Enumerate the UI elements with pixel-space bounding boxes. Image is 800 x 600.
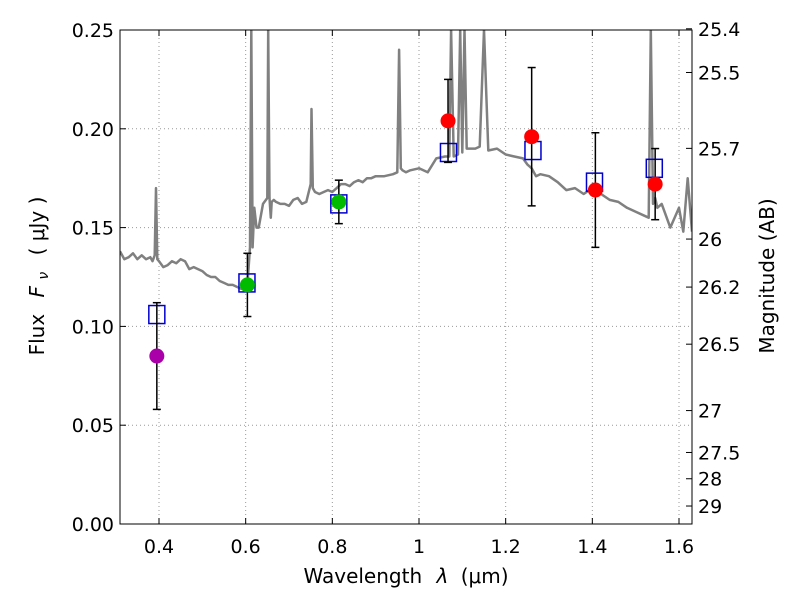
x-tick-label: 0.8: [317, 536, 347, 558]
model-spectrum-layer: [120, 30, 692, 291]
y2-tick-label: 27.5: [698, 442, 740, 464]
observed-point: [239, 277, 255, 293]
observed-point: [440, 113, 456, 129]
model-photometry-square: [524, 140, 542, 161]
x-tick-label: 0.6: [231, 536, 261, 558]
observed-point: [331, 194, 347, 210]
model-spectrum-line: [120, 30, 692, 291]
y-tick-label: 0.15: [72, 218, 114, 240]
x-tick-label: 1.6: [664, 536, 694, 558]
y2-tick-label: 26.5: [698, 334, 740, 356]
x-tick-label: 0.4: [144, 536, 174, 558]
y2-tick-label: 29: [698, 496, 722, 518]
x-tick-label: 1: [413, 536, 425, 558]
y2-tick-label: 28: [698, 469, 722, 491]
y2-tick-label: 25.5: [698, 62, 740, 84]
y2-tick-label: 26.2: [698, 277, 740, 299]
y2-tick-label: 25.7: [698, 138, 740, 160]
y2-tick-label: 26: [698, 229, 722, 251]
x-tick-label: 1.2: [491, 536, 521, 558]
x-axis-unit: (μm): [461, 564, 509, 588]
y-axis-subscript: ν: [36, 272, 52, 280]
x-axis-label: Wavelength: [303, 564, 422, 588]
y2-tick-label: 27: [698, 401, 722, 423]
y-tick-label: 0.00: [72, 514, 114, 536]
x-axis-symbol: λ: [436, 564, 449, 588]
y-axis-symbol: F: [25, 285, 49, 297]
x-tick-label: 1.4: [577, 536, 607, 558]
y2-tick-label: 25.4: [698, 19, 740, 41]
y-axis-label: Flux: [25, 314, 49, 356]
photometry-layer: [148, 66, 664, 411]
y-tick-label: 0.10: [72, 316, 114, 338]
y-axis-unit: ( μJy ): [25, 197, 49, 256]
observed-point: [647, 176, 663, 192]
y2-axis-title: Magnitude (AB): [755, 198, 779, 353]
y-tick-label: 0.05: [72, 415, 114, 437]
plot-frame: [119, 29, 693, 525]
y-axis-title: Flux F ν ( μJy ): [25, 197, 53, 356]
y-tick-label: 0.20: [72, 119, 114, 141]
observed-point: [524, 129, 540, 145]
x-axis-title: Wavelength λ (μm): [303, 564, 508, 588]
axis-ticks: 0.4 0.6 0.8 1 1.2 1.4 1.6 0.00 0.05 0.10 0.15 0.20 0…: [72, 19, 741, 558]
observed-point: [149, 348, 165, 364]
observed-point: [587, 182, 603, 198]
y-tick-label: 0.25: [72, 20, 114, 42]
grid: [120, 29, 692, 525]
